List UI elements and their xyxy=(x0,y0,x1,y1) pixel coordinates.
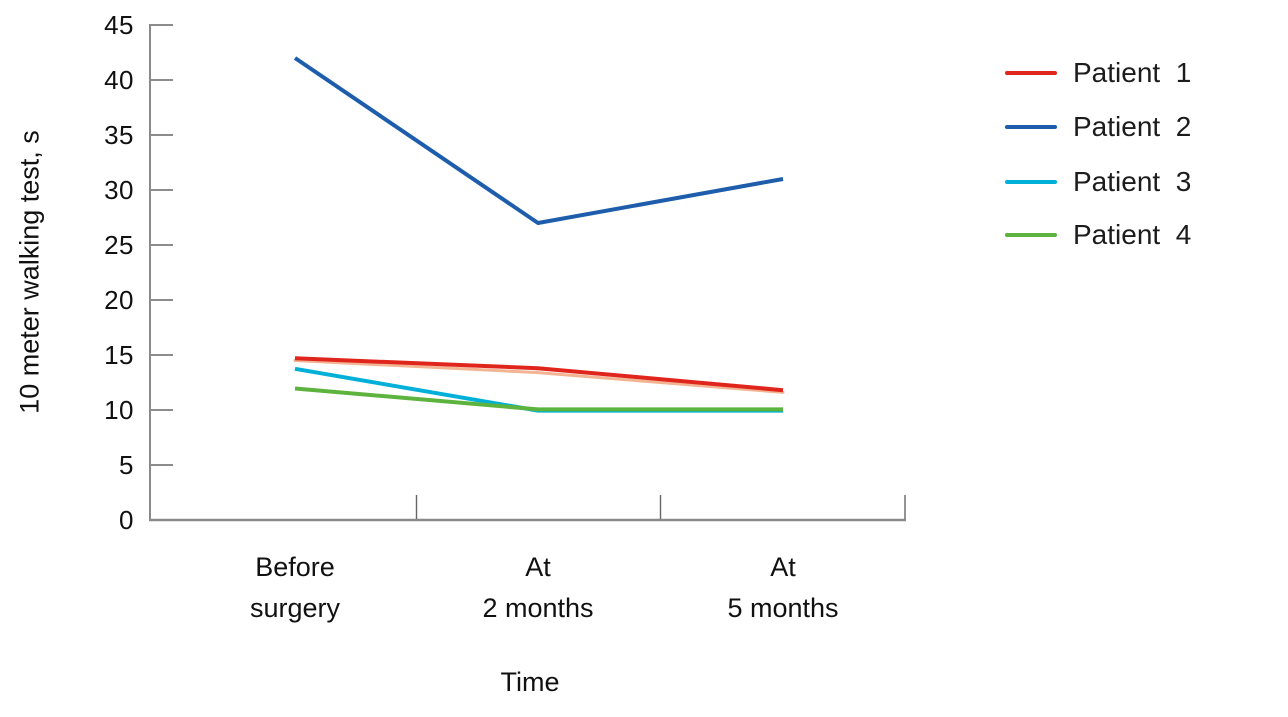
legend-label: Patient 3 xyxy=(1073,166,1192,197)
legend-swatch-icon xyxy=(1005,124,1057,130)
y-tick-label: 25 xyxy=(104,230,134,260)
y-tick-label: 40 xyxy=(104,65,134,95)
x-category-label: Before surgery xyxy=(249,552,341,623)
y-tick-label: 20 xyxy=(104,285,134,315)
legend-label: Patient 1 xyxy=(1073,57,1192,88)
series-line-patient-4 xyxy=(294,386,783,412)
legend-label: Patient 2 xyxy=(1073,111,1192,142)
legend-item: Patient 3 xyxy=(1005,162,1191,202)
patient1-shadow-line xyxy=(293,359,785,394)
x-axis-title: Time xyxy=(500,667,560,697)
legend-item: Patient 1 xyxy=(1005,53,1191,93)
y-axis-title: 10 meter walking test, s xyxy=(14,130,45,414)
series-line-patient-2 xyxy=(293,56,784,225)
series-line-patient-3 xyxy=(294,366,783,413)
y-tick-label: 10 xyxy=(104,395,134,425)
legend-label: Patient 4 xyxy=(1073,219,1192,250)
y-tick-label: 35 xyxy=(104,120,134,150)
y-tick-label: 0 xyxy=(119,505,134,535)
legend-item: Patient 4 xyxy=(1005,215,1191,255)
x-category-label: At 5 months xyxy=(727,552,839,623)
x-category-label: At 2 months xyxy=(482,552,594,623)
y-tick-label: 15 xyxy=(104,340,134,370)
legend-item: Patient 2 xyxy=(1005,107,1191,147)
legend-swatch-icon xyxy=(1005,179,1057,185)
legend-swatch-icon xyxy=(1005,70,1057,76)
y-tick-label: 5 xyxy=(119,450,134,480)
y-tick-label: 30 xyxy=(104,175,134,205)
legend-swatch-icon xyxy=(1005,232,1057,238)
y-tick-label: 45 xyxy=(104,10,134,40)
series-line-patient-1 xyxy=(294,356,784,393)
